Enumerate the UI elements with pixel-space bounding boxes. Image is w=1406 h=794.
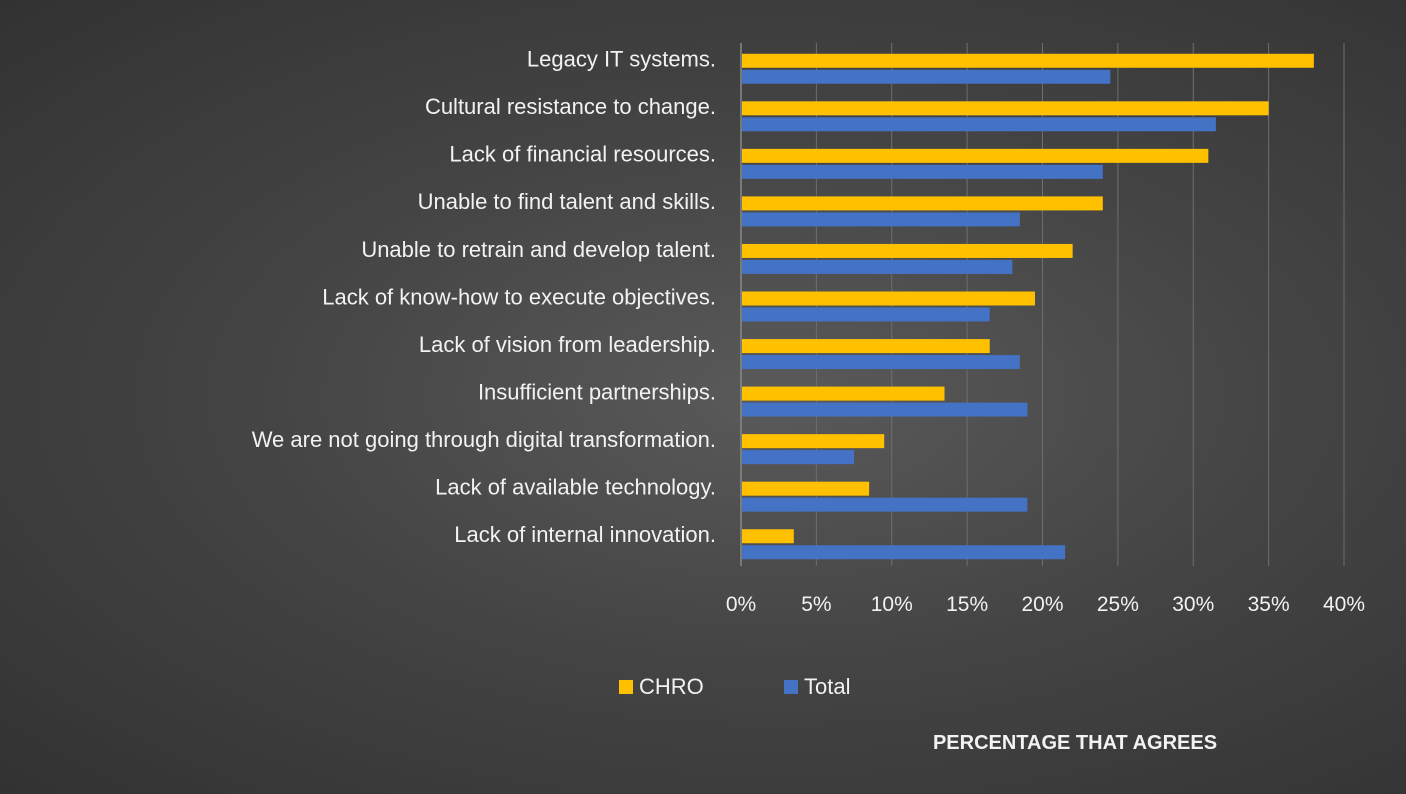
- bar-chro: [742, 481, 870, 496]
- category-label: Lack of know-how to execute objectives.: [322, 284, 716, 309]
- bar-total: [742, 497, 1028, 512]
- x-tick-label: 10%: [871, 593, 913, 616]
- category-label: Unable to retrain and develop talent.: [361, 237, 716, 262]
- category-label: Legacy IT systems.: [527, 47, 716, 72]
- bar-chro: [742, 196, 1103, 211]
- bar-chro: [742, 434, 885, 449]
- category-label: Lack of internal innovation.: [454, 522, 716, 547]
- category-label: We are not going through digital transfo…: [252, 427, 716, 452]
- bar-chro: [742, 53, 1314, 68]
- bar-chro: [742, 529, 794, 544]
- legend-label-total: Total: [804, 674, 850, 699]
- bar-total: [742, 307, 990, 322]
- bar-chro: [742, 148, 1209, 163]
- bar-total: [742, 545, 1066, 560]
- bar-chro: [742, 386, 945, 401]
- bar-chro: [742, 101, 1269, 116]
- x-tick-label: 30%: [1172, 593, 1214, 616]
- x-tick-label: 0%: [726, 593, 756, 616]
- bar-total: [742, 117, 1216, 132]
- bar-total: [742, 69, 1111, 84]
- bar-chro: [742, 291, 1035, 306]
- x-tick-label: 15%: [946, 593, 988, 616]
- bar-total: [742, 450, 855, 465]
- bar-total: [742, 259, 1013, 274]
- bars: [742, 53, 1314, 560]
- x-tick-label: 5%: [801, 593, 831, 616]
- bar-total: [742, 355, 1020, 370]
- bar-chro: [742, 243, 1073, 258]
- bar-total: [742, 212, 1020, 227]
- x-tick-label: 20%: [1021, 593, 1063, 616]
- category-label: Unable to find talent and skills.: [418, 189, 716, 214]
- category-label: Lack of financial resources.: [449, 142, 716, 167]
- x-tick-labels: 0% 5% 10% 15% 20% 25% 30% 35% 40%: [726, 593, 1365, 616]
- category-label: Lack of vision from leadership.: [419, 332, 716, 357]
- legend: CHRO Total: [619, 674, 850, 699]
- x-axis-title: PERCENTAGE THAT AGREES: [933, 732, 1217, 754]
- category-label: Insufficient partnerships.: [478, 379, 716, 404]
- legend-swatch-chro: [619, 680, 633, 694]
- legend-label-chro: CHRO: [639, 674, 704, 699]
- bar-chro: [742, 339, 990, 354]
- legend-swatch-total: [784, 680, 798, 694]
- x-tick-label: 40%: [1323, 593, 1365, 616]
- category-labels: Legacy IT systems. Cultural resistance to…: [252, 47, 716, 547]
- bar-total: [742, 402, 1028, 417]
- bar-total: [742, 164, 1103, 179]
- x-tick-label: 25%: [1097, 593, 1139, 616]
- x-tick-label: 35%: [1248, 593, 1290, 616]
- category-label: Lack of available technology.: [435, 474, 716, 499]
- category-label: Cultural resistance to change.: [425, 94, 716, 119]
